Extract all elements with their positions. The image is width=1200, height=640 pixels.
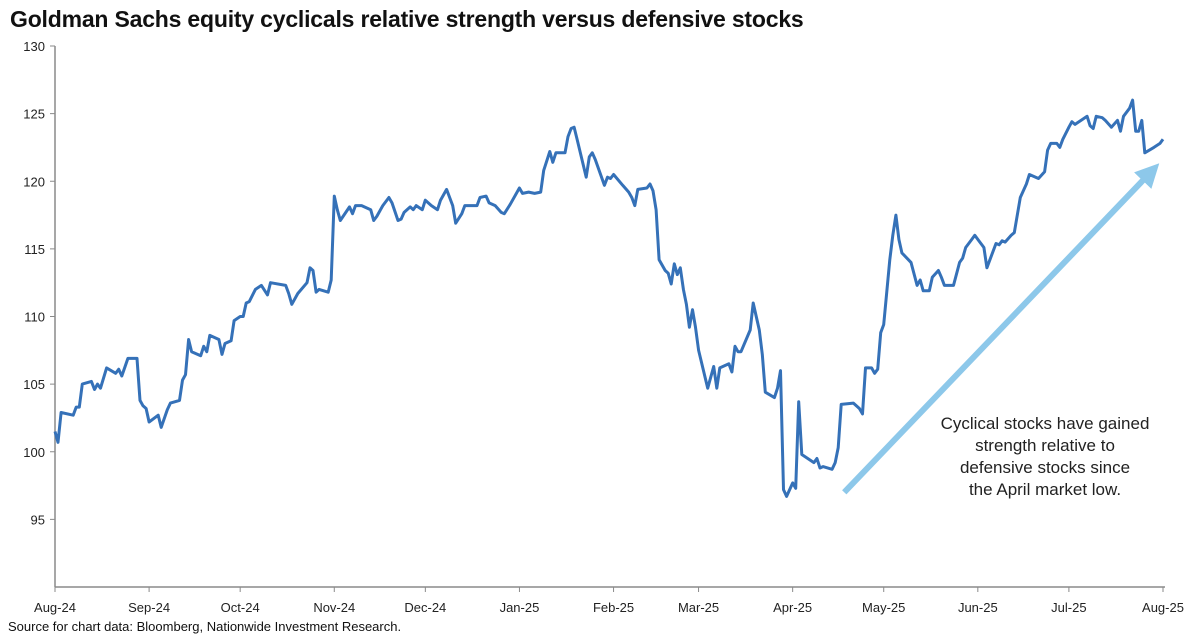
x-tick-label: Mar-25: [678, 600, 719, 615]
x-tick-label: May-25: [862, 600, 905, 615]
x-tick-label: Jun-25: [958, 600, 998, 615]
x-tick-label: Sep-24: [128, 600, 170, 615]
x-tick-label: Jan-25: [500, 600, 540, 615]
x-tick-label: Feb-25: [593, 600, 634, 615]
x-tick-label: Apr-25: [773, 600, 812, 615]
y-tick-label: 100: [23, 445, 45, 460]
series-line: [53, 98, 1165, 498]
annotation-text: strength relative to: [975, 436, 1115, 455]
x-tick-label: Oct-24: [221, 600, 260, 615]
y-tick-label: 125: [23, 107, 45, 122]
y-tick-label: 130: [23, 39, 45, 54]
x-tick-label: Nov-24: [313, 600, 355, 615]
x-tick-label: Jul-25: [1051, 600, 1086, 615]
y-tick-label: 115: [24, 242, 45, 257]
annotation-text: Cyclical stocks have gained: [941, 414, 1150, 433]
x-tick-label: Dec-24: [404, 600, 446, 615]
annotation-text: defensive stocks since: [960, 458, 1130, 477]
y-tick-label: 95: [31, 512, 45, 527]
y-tick-label: 110: [24, 310, 45, 325]
x-tick-label: Aug-24: [34, 600, 76, 615]
y-tick-label: 105: [23, 377, 45, 392]
x-tick-label: Aug-25: [1142, 600, 1184, 615]
source-note: Source for chart data: Bloomberg, Nation…: [8, 619, 402, 634]
annotation-text: the April market low.: [969, 480, 1121, 499]
chart-title: Goldman Sachs equity cyclicals relative …: [10, 6, 804, 32]
y-tick-label: 120: [23, 174, 45, 189]
trend-arrow: [842, 163, 1160, 495]
